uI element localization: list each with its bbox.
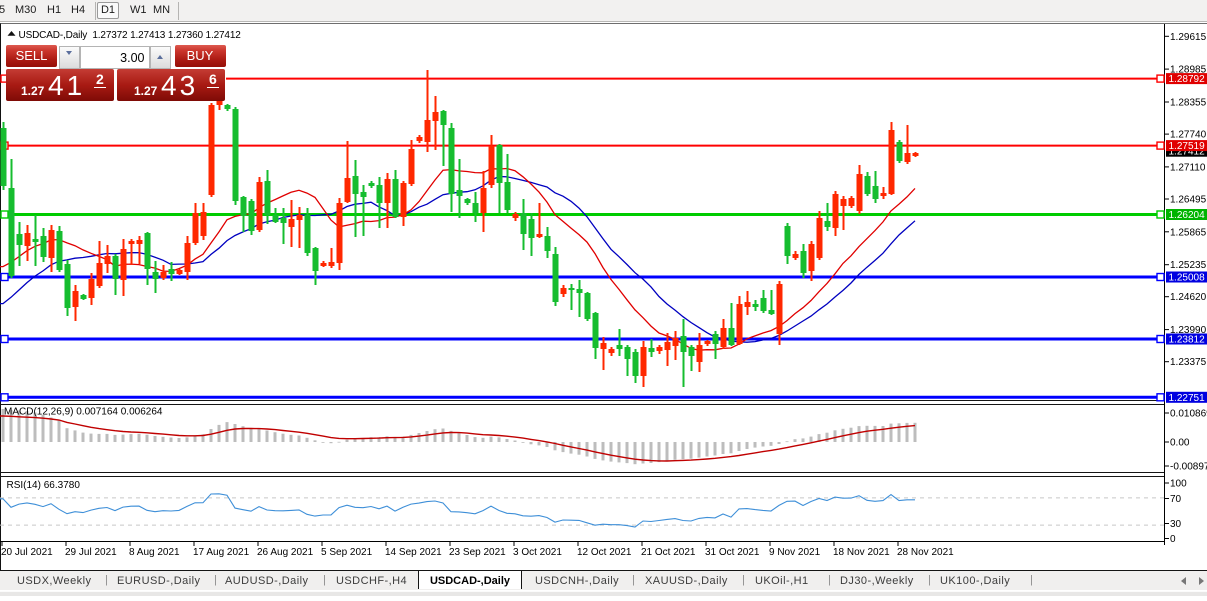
svg-text:1.27110: 1.27110: [1170, 162, 1206, 173]
svg-text:26 Aug 2021: 26 Aug 2021: [257, 547, 314, 558]
svg-text:70: 70: [1170, 494, 1182, 505]
svg-text:1.25865: 1.25865: [1170, 227, 1207, 238]
svg-text:8 Aug 2021: 8 Aug 2021: [129, 547, 180, 558]
svg-text:21 Oct 2021: 21 Oct 2021: [641, 547, 696, 558]
svg-text:1.28792: 1.28792: [1169, 74, 1206, 85]
svg-text:30: 30: [1170, 519, 1182, 530]
svg-text:1.29615: 1.29615: [1170, 32, 1207, 43]
svg-text:RSI(14) 66.3780: RSI(14) 66.3780: [7, 480, 81, 491]
svg-text:1.28985: 1.28985: [1170, 65, 1207, 76]
svg-text:20 Jul 2021: 20 Jul 2021: [1, 547, 53, 558]
svg-text:100: 100: [1170, 479, 1187, 490]
svg-text:1.23812: 1.23812: [1169, 335, 1206, 346]
svg-text:USDCAD-,Daily 1.27372 1.27413: USDCAD-,Daily 1.27372 1.27413 1.27360 1.…: [19, 30, 242, 41]
svg-text:1.27740: 1.27740: [1170, 130, 1207, 141]
svg-text:3 Oct 2021: 3 Oct 2021: [513, 547, 562, 558]
svg-text:5 Sep 2021: 5 Sep 2021: [321, 547, 373, 558]
svg-text:1.22751: 1.22751: [1169, 393, 1206, 404]
svg-text:1.23990: 1.23990: [1170, 325, 1207, 336]
svg-text:31 Oct 2021: 31 Oct 2021: [705, 547, 760, 558]
svg-text:1.26495: 1.26495: [1170, 195, 1207, 206]
svg-text:1.25235: 1.25235: [1170, 260, 1207, 271]
svg-text:18 Nov 2021: 18 Nov 2021: [833, 547, 890, 558]
svg-text:0.00: 0.00: [1170, 438, 1190, 449]
svg-text:MACD(12,26,9) 0.007164 0.00626: MACD(12,26,9) 0.007164 0.006264: [4, 407, 163, 418]
svg-text:28 Nov 2021: 28 Nov 2021: [897, 547, 954, 558]
svg-text:14 Sep 2021: 14 Sep 2021: [385, 547, 442, 558]
svg-text:1.27412: 1.27412: [1169, 147, 1206, 158]
svg-text:-0.008974: -0.008974: [1170, 462, 1207, 473]
svg-text:1.27519: 1.27519: [1169, 141, 1206, 152]
svg-text:1.25008: 1.25008: [1169, 273, 1206, 284]
svg-text:1.23375: 1.23375: [1170, 357, 1207, 368]
svg-text:12 Oct 2021: 12 Oct 2021: [577, 547, 632, 558]
svg-text:1.24620: 1.24620: [1170, 292, 1207, 303]
svg-text:23 Sep 2021: 23 Sep 2021: [449, 547, 506, 558]
svg-text:29 Jul 2021: 29 Jul 2021: [65, 547, 117, 558]
svg-text:17 Aug 2021: 17 Aug 2021: [193, 547, 250, 558]
svg-text:1.28355: 1.28355: [1170, 98, 1207, 109]
svg-text:9 Nov 2021: 9 Nov 2021: [769, 547, 821, 558]
svg-text:0.010869: 0.010869: [1170, 409, 1207, 420]
svg-text:1.26204: 1.26204: [1169, 210, 1206, 221]
svg-text:0: 0: [1170, 534, 1176, 545]
